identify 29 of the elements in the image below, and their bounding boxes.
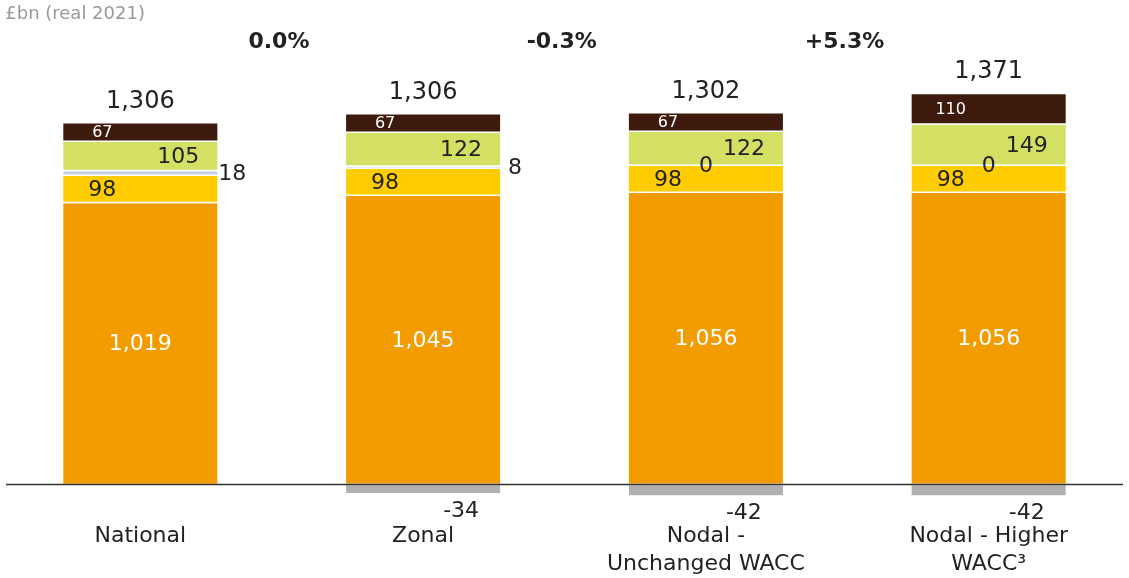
data-label: 98: [88, 175, 117, 201]
data-label: 110: [935, 98, 966, 118]
data-label: 67: [92, 122, 113, 142]
data-label: 8: [508, 154, 523, 180]
total-label: 1,371: [954, 56, 1024, 85]
data-label: 1,056: [957, 325, 1021, 351]
data-label: 105: [157, 142, 200, 168]
data-label: 149: [1005, 131, 1048, 157]
text: 0.0%: [248, 28, 310, 53]
data-label: 98: [936, 165, 965, 191]
y-axis-title: £bn (real 2021): [5, 2, 145, 23]
data-label: 1,045: [391, 326, 455, 352]
data-label: 18: [218, 159, 247, 185]
data-label: 67: [657, 112, 679, 132]
text: +5.3%: [804, 28, 885, 53]
x-tick-label: National: [94, 521, 187, 547]
total-label: 1,302: [671, 75, 741, 104]
total-label: 1,306: [388, 76, 458, 105]
total-label: 1,306: [105, 85, 175, 114]
data-label: 98: [371, 168, 400, 194]
data-label: 98: [653, 165, 682, 191]
data-label: -34: [443, 496, 480, 522]
data-label: 122: [440, 136, 483, 162]
data-label: 1,056: [674, 325, 738, 351]
data-label: 122: [722, 135, 765, 161]
text: -0.3%: [526, 28, 597, 53]
x-tick-label: Zonal: [392, 521, 455, 547]
data-label: 67: [374, 112, 396, 132]
data-label: 1,019: [108, 330, 172, 356]
